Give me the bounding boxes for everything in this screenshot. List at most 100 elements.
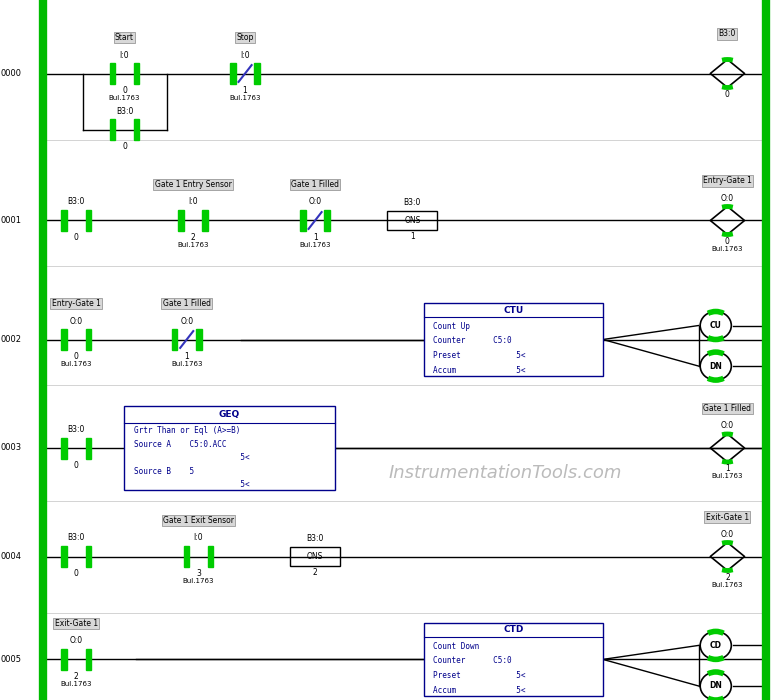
Text: I:0: I:0 bbox=[120, 50, 129, 60]
Text: 0000: 0000 bbox=[1, 69, 22, 78]
Text: Bul.1763: Bul.1763 bbox=[183, 578, 214, 584]
Text: Preset            5<: Preset 5< bbox=[433, 671, 526, 680]
Bar bbox=[86, 438, 91, 458]
Text: 2: 2 bbox=[191, 233, 195, 242]
Bar bbox=[290, 547, 340, 566]
Text: Grtr Than or Eql (A>=B): Grtr Than or Eql (A>=B) bbox=[134, 426, 240, 435]
Bar bbox=[324, 210, 330, 231]
Text: 0: 0 bbox=[74, 461, 79, 470]
Text: 1: 1 bbox=[243, 86, 247, 95]
Text: Bul.1763: Bul.1763 bbox=[61, 361, 92, 368]
Text: Preset            5<: Preset 5< bbox=[433, 351, 526, 360]
Text: Entry-Gate 1: Entry-Gate 1 bbox=[703, 176, 752, 186]
Text: B3:0: B3:0 bbox=[116, 106, 133, 116]
Text: I:0: I:0 bbox=[240, 50, 250, 60]
Text: I:0: I:0 bbox=[194, 533, 203, 542]
Bar bbox=[61, 438, 67, 458]
Text: B3:0: B3:0 bbox=[68, 533, 85, 542]
Text: DN: DN bbox=[710, 682, 722, 690]
Bar bbox=[196, 329, 202, 350]
Text: 0003: 0003 bbox=[1, 444, 22, 452]
Bar bbox=[61, 649, 67, 670]
Text: 0: 0 bbox=[74, 569, 79, 578]
Text: O:0: O:0 bbox=[70, 316, 82, 326]
Bar bbox=[86, 649, 91, 670]
Text: CTU: CTU bbox=[503, 306, 524, 314]
Text: Source A    C5:0.ACC: Source A C5:0.ACC bbox=[134, 440, 226, 449]
Bar bbox=[110, 63, 115, 84]
Text: Counter      C5:0: Counter C5:0 bbox=[433, 657, 512, 666]
Text: Stop: Stop bbox=[237, 33, 254, 42]
Text: O:0: O:0 bbox=[721, 194, 734, 203]
Bar bbox=[61, 546, 67, 567]
Bar bbox=[134, 119, 139, 140]
Text: Bul.1763: Bul.1763 bbox=[712, 473, 743, 480]
Text: 0005: 0005 bbox=[1, 655, 22, 664]
Text: CD: CD bbox=[710, 641, 722, 650]
Text: B3:0: B3:0 bbox=[719, 29, 736, 38]
Text: ONS: ONS bbox=[404, 216, 421, 225]
Text: B3:0: B3:0 bbox=[68, 425, 85, 434]
Bar bbox=[61, 329, 67, 350]
Text: B3:0: B3:0 bbox=[68, 197, 85, 206]
Text: B3:0: B3:0 bbox=[404, 198, 421, 207]
Text: I:0: I:0 bbox=[188, 197, 198, 206]
Bar bbox=[424, 302, 603, 377]
Bar bbox=[172, 329, 177, 350]
Bar bbox=[178, 210, 184, 231]
Text: Exit-Gate 1: Exit-Gate 1 bbox=[706, 512, 749, 522]
Bar bbox=[202, 210, 208, 231]
Text: 0: 0 bbox=[725, 237, 730, 246]
Text: 1: 1 bbox=[410, 232, 415, 241]
Text: O:0: O:0 bbox=[180, 316, 193, 326]
Bar bbox=[124, 406, 335, 490]
Bar bbox=[110, 119, 115, 140]
Text: Gate 1 Filled: Gate 1 Filled bbox=[291, 180, 339, 189]
Text: Bul.1763: Bul.1763 bbox=[109, 95, 140, 101]
Text: 5<: 5< bbox=[134, 480, 250, 489]
Text: 0: 0 bbox=[122, 86, 127, 95]
Text: Gate 1 Filled: Gate 1 Filled bbox=[703, 404, 752, 413]
Text: 3: 3 bbox=[196, 569, 201, 578]
Text: Count Down: Count Down bbox=[433, 642, 479, 651]
Text: Gate 1 Filled: Gate 1 Filled bbox=[163, 299, 211, 308]
Text: Bul.1763: Bul.1763 bbox=[300, 242, 331, 248]
Text: O:0: O:0 bbox=[721, 421, 734, 430]
Text: Source B    5: Source B 5 bbox=[134, 467, 194, 476]
Text: Entry-Gate 1: Entry-Gate 1 bbox=[52, 299, 100, 308]
Text: Bul.1763: Bul.1763 bbox=[712, 246, 743, 252]
Text: 2: 2 bbox=[313, 568, 317, 578]
Bar bbox=[134, 63, 139, 84]
Text: CTD: CTD bbox=[503, 626, 524, 634]
Text: Count Up: Count Up bbox=[433, 322, 471, 331]
Text: 0: 0 bbox=[74, 233, 79, 242]
Text: 0004: 0004 bbox=[1, 552, 22, 561]
Text: DN: DN bbox=[710, 362, 722, 370]
Text: Counter      C5:0: Counter C5:0 bbox=[433, 337, 512, 346]
Text: 2: 2 bbox=[725, 573, 730, 582]
Text: 1: 1 bbox=[725, 464, 730, 473]
Text: Accum             5<: Accum 5< bbox=[433, 366, 526, 375]
Text: Bul.1763: Bul.1763 bbox=[171, 361, 202, 368]
Text: 1: 1 bbox=[313, 233, 317, 242]
Text: 5<: 5< bbox=[134, 453, 250, 462]
Bar bbox=[184, 546, 189, 567]
Text: Bul.1763: Bul.1763 bbox=[177, 242, 209, 248]
Text: 0: 0 bbox=[122, 142, 127, 151]
Bar bbox=[86, 546, 91, 567]
Text: 0: 0 bbox=[74, 352, 79, 361]
Text: Start: Start bbox=[115, 33, 134, 42]
Text: ONS: ONS bbox=[307, 552, 324, 561]
Text: O:0: O:0 bbox=[70, 636, 82, 645]
Bar bbox=[230, 63, 236, 84]
Text: CU: CU bbox=[710, 321, 722, 330]
Text: Accum             5<: Accum 5< bbox=[433, 686, 526, 695]
Bar bbox=[86, 210, 91, 231]
Text: Bul.1763: Bul.1763 bbox=[230, 95, 261, 101]
Bar bbox=[61, 210, 67, 231]
Bar bbox=[208, 546, 213, 567]
Text: Bul.1763: Bul.1763 bbox=[712, 582, 743, 588]
Text: O:0: O:0 bbox=[309, 197, 321, 206]
Bar bbox=[86, 329, 91, 350]
Bar bbox=[387, 211, 437, 230]
